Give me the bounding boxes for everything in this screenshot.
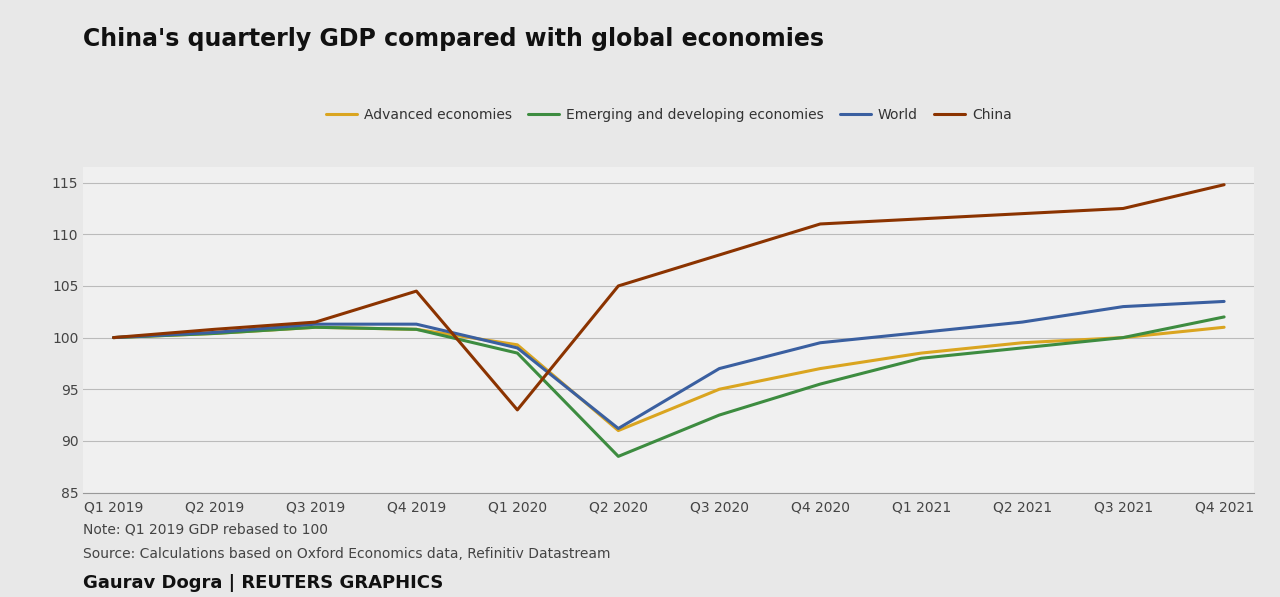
Emerging and developing economies — [1216, 313, 1231, 321]
Advanced economies — [1216, 324, 1231, 331]
World — [509, 344, 525, 352]
Emerging and developing economies — [1015, 344, 1030, 352]
World — [207, 329, 223, 336]
Text: China's quarterly GDP compared with global economies: China's quarterly GDP compared with glob… — [83, 27, 824, 51]
Emerging and developing economies — [1115, 334, 1130, 341]
China — [813, 220, 828, 227]
Advanced economies — [1115, 334, 1130, 341]
Advanced economies — [106, 334, 122, 341]
Advanced economies — [813, 365, 828, 372]
China — [611, 282, 626, 290]
World — [914, 329, 929, 336]
Text: Note: Q1 2019 GDP rebased to 100: Note: Q1 2019 GDP rebased to 100 — [83, 522, 328, 536]
Advanced economies — [1015, 339, 1030, 346]
Text: Source: Calculations based on Oxford Economics data, Refinitiv Datastream: Source: Calculations based on Oxford Eco… — [83, 547, 611, 561]
China — [408, 288, 424, 295]
Emerging and developing economies — [813, 380, 828, 387]
China — [1216, 181, 1231, 188]
World — [106, 334, 122, 341]
Advanced economies — [509, 341, 525, 349]
Emerging and developing economies — [611, 453, 626, 460]
Emerging and developing economies — [712, 411, 727, 418]
China — [307, 319, 323, 326]
World — [611, 425, 626, 432]
Emerging and developing economies — [307, 324, 323, 331]
Legend: Advanced economies, Emerging and developing economies, World, China: Advanced economies, Emerging and develop… — [320, 103, 1018, 128]
World — [408, 321, 424, 328]
World — [307, 321, 323, 328]
Emerging and developing economies — [207, 330, 223, 337]
China — [914, 216, 929, 223]
Emerging and developing economies — [509, 349, 525, 356]
Advanced economies — [307, 324, 323, 331]
Text: Gaurav Dogra | REUTERS GRAPHICS: Gaurav Dogra | REUTERS GRAPHICS — [83, 574, 444, 592]
China — [106, 334, 122, 341]
Advanced economies — [207, 330, 223, 337]
Advanced economies — [712, 386, 727, 393]
Line: World: World — [114, 301, 1224, 429]
World — [1216, 298, 1231, 305]
Line: China: China — [114, 184, 1224, 410]
China — [509, 407, 525, 414]
Emerging and developing economies — [408, 326, 424, 333]
Line: Emerging and developing economies: Emerging and developing economies — [114, 317, 1224, 456]
China — [207, 326, 223, 333]
China — [1115, 205, 1130, 212]
Line: Advanced economies: Advanced economies — [114, 327, 1224, 430]
World — [1015, 319, 1030, 326]
Advanced economies — [611, 427, 626, 434]
World — [813, 339, 828, 346]
World — [1115, 303, 1130, 310]
China — [1015, 210, 1030, 217]
World — [712, 365, 727, 372]
China — [712, 251, 727, 259]
Advanced economies — [914, 349, 929, 356]
Advanced economies — [408, 326, 424, 333]
Emerging and developing economies — [914, 355, 929, 362]
Emerging and developing economies — [106, 334, 122, 341]
